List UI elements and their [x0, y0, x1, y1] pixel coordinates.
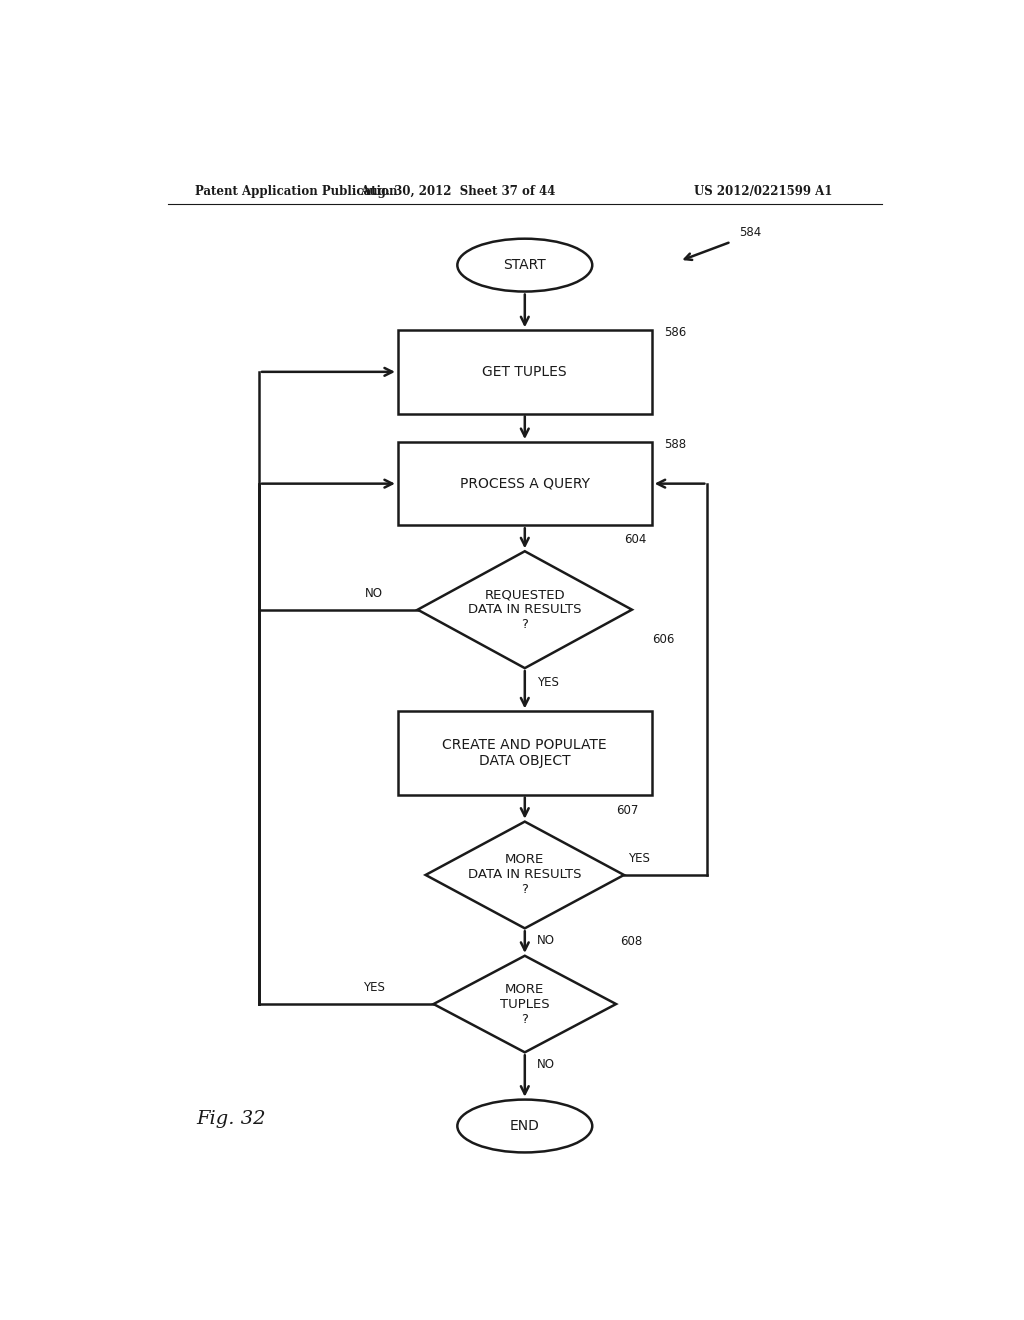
Ellipse shape	[458, 1100, 592, 1152]
Text: Patent Application Publication: Patent Application Publication	[196, 185, 398, 198]
Text: YES: YES	[364, 981, 385, 994]
Text: US 2012/0221599 A1: US 2012/0221599 A1	[693, 185, 833, 198]
Polygon shape	[418, 552, 632, 668]
Text: 606: 606	[652, 632, 674, 645]
Text: 608: 608	[620, 935, 642, 948]
Text: Aug. 30, 2012  Sheet 37 of 44: Aug. 30, 2012 Sheet 37 of 44	[359, 185, 555, 198]
Text: Fig. 32: Fig. 32	[197, 1110, 266, 1127]
Bar	[397, 711, 651, 795]
Text: 604: 604	[624, 533, 646, 546]
Bar	[397, 330, 651, 413]
Text: NO: NO	[537, 935, 555, 948]
Text: YES: YES	[628, 851, 650, 865]
Bar	[397, 442, 651, 525]
Text: END: END	[510, 1119, 540, 1133]
Polygon shape	[433, 956, 616, 1052]
Text: NO: NO	[537, 1059, 555, 1072]
Ellipse shape	[458, 239, 592, 292]
Polygon shape	[426, 821, 624, 928]
Text: CREATE AND POPULATE
DATA OBJECT: CREATE AND POPULATE DATA OBJECT	[442, 738, 607, 768]
Text: REQUESTED
DATA IN RESULTS
?: REQUESTED DATA IN RESULTS ?	[468, 589, 582, 631]
Text: NO: NO	[365, 586, 383, 599]
Text: 588: 588	[664, 438, 686, 451]
Text: MORE
DATA IN RESULTS
?: MORE DATA IN RESULTS ?	[468, 854, 582, 896]
Text: YES: YES	[537, 676, 558, 689]
Text: 586: 586	[664, 326, 686, 339]
Text: PROCESS A QUERY: PROCESS A QUERY	[460, 477, 590, 491]
Text: 607: 607	[616, 804, 638, 817]
Text: MORE
TUPLES
?: MORE TUPLES ?	[500, 982, 550, 1026]
Text: START: START	[504, 259, 546, 272]
Text: GET TUPLES: GET TUPLES	[482, 364, 567, 379]
Text: 584: 584	[739, 226, 761, 239]
